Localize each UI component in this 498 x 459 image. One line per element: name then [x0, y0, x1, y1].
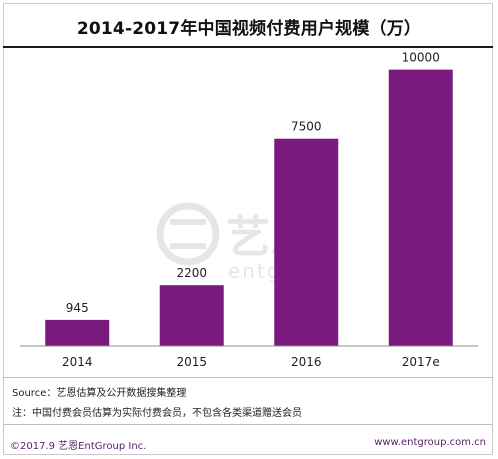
bars-group — [45, 69, 453, 347]
data-label-2015: 2200 — [176, 266, 207, 280]
x-tick-label-2014: 2014 — [62, 355, 93, 369]
source-note: Source：艺恩估算及公开数据搜集整理 — [12, 388, 187, 399]
website-link[interactable]: www.entgroup.com.cn — [374, 437, 486, 448]
data-label-2017e: 10000 — [402, 51, 440, 65]
bar-2016 — [274, 138, 339, 346]
data-label-2014: 945 — [66, 301, 89, 315]
data-label-2016: 7500 — [291, 120, 322, 134]
remark-note: 注：中国付费会员估算为实际付费会员，不包含各类渠道赠送会员 — [12, 408, 302, 419]
copyright-text: ©2017.9 艺恩EntGroup Inc. — [10, 441, 147, 452]
notes-top-divider — [3, 377, 493, 378]
footer-divider — [3, 424, 493, 425]
bar-2015 — [159, 285, 224, 346]
chart-title: 2014-2017年中国视频付费用户规模（万） — [76, 19, 422, 39]
x-tick-label-2015: 2015 — [176, 355, 207, 369]
data-labels-group: 945 2200 7500 10000 — [66, 51, 440, 315]
x-tick-label-2017e: 2017e — [402, 355, 440, 369]
watermark-logo-icon — [156, 202, 220, 266]
bar-2014 — [45, 319, 110, 346]
x-tick-labels-group: 2014 2015 2016 2017e — [62, 355, 440, 369]
bar-2017e — [388, 69, 453, 347]
x-tick-label-2016: 2016 — [291, 355, 322, 369]
title-underline — [3, 46, 493, 48]
